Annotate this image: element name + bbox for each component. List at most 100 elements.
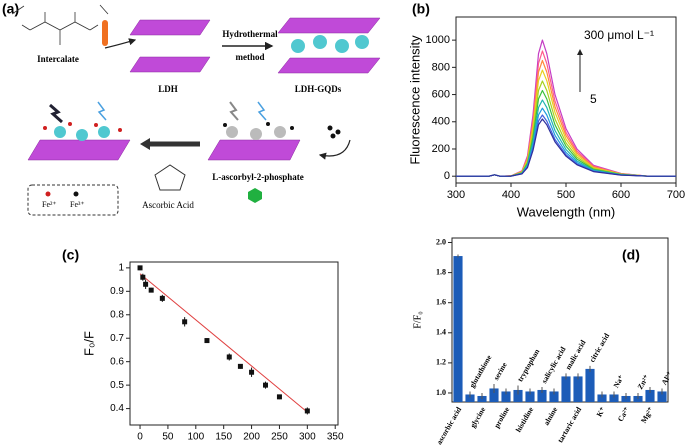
point [304,408,310,414]
bar [633,395,643,402]
label: LDH [158,84,178,94]
hexagon [248,188,262,203]
spectrum-line [456,69,676,177]
bar [477,395,487,402]
x-tick-label: K⁺ [595,405,608,418]
x-tick-label: glutathione [467,353,493,389]
bar [597,394,607,402]
dots [327,125,341,139]
annotation: 300 μmol L⁻¹ [584,28,654,42]
y-tick-label: 800 [432,61,450,73]
bar [465,394,475,402]
bar [621,395,631,402]
fe3-dot [73,191,79,197]
y-tick-label: 0.6 [110,356,124,367]
x-tick-label: serine [491,360,509,382]
x-tick-label: Al³⁺ [659,370,674,386]
x-tick-label: 50 [162,432,174,443]
y-axis-label: F₀/F [81,331,96,356]
x-tick-label: 200 [243,432,260,443]
y-axis-label: Fluorescence intensity [407,35,422,165]
molecule [11,4,109,45]
label: method [236,52,265,62]
lightning [229,101,239,121]
arrow [104,38,137,49]
x-tick-label: 100 [187,432,204,443]
y-tick-label: 0.4 [110,403,124,414]
bar [585,368,595,402]
y-tick-label: 1.0 [436,388,446,397]
point [143,281,149,287]
arrow-head [140,138,150,150]
bar [573,376,583,402]
x-tick-label: 600 [612,189,630,201]
bar [645,389,655,402]
point [263,382,269,388]
y-tick-label: 200 [432,143,450,155]
label: Ascorbic Acid [142,200,194,210]
y-tick-label: 400 [432,116,450,128]
lightning [257,101,267,121]
plot-frame [129,261,339,426]
point [249,369,255,375]
black-dots [223,122,294,130]
x-tick-label: malic acid [563,338,588,372]
point [204,338,210,344]
x-axis-label: Wavelength (nm) [517,204,616,219]
point [140,274,146,280]
point [226,354,232,360]
label: Hydrothermal [222,29,278,39]
point [148,287,154,293]
x-tick-label: proline [492,405,512,430]
point [276,394,282,400]
ldh-layers [129,17,381,74]
x-tick-label: 500 [557,189,575,201]
x-tick-label: 700 [667,189,685,201]
spectrum-line [456,50,676,177]
panel-label: (d) [622,247,640,263]
gray-dots [226,126,286,140]
x-tick-label: alnine [542,405,560,427]
bar [525,391,535,402]
y-tick-label: 1.6 [436,298,446,307]
panel-label: (c) [62,247,79,263]
bar [537,389,547,402]
y-tick-label: 0 [444,170,450,182]
bar [513,389,523,402]
x-tick-label: 300 [447,189,465,201]
x-tick-label: 250 [271,432,288,443]
x-tick-label: citric acid [587,331,611,364]
x-tick-label: 400 [502,189,520,201]
bar [453,256,463,402]
x-tick-label: 350 [327,432,344,443]
label: Fe³⁺ [70,200,85,209]
bar [609,394,619,402]
red-dots [43,122,122,132]
y-tick-label: 0.5 [110,380,124,391]
point [237,363,243,369]
y-tick-label: 0.7 [110,333,124,344]
x-tick-label: 150 [215,432,232,443]
y-axis-label: F/F₀ [412,311,423,329]
arrow [318,139,351,160]
bar [549,391,559,402]
point [137,265,143,271]
lightning [49,103,63,124]
x-tick-label: tryptophan [515,347,541,384]
point [182,319,188,325]
point [159,295,165,301]
label: Fe²⁺ [42,200,57,209]
bar [501,391,511,402]
bar [561,376,571,402]
x-tick-label: Zn²⁺ [635,373,651,391]
y-tick-label: 0.9 [110,286,124,297]
x-tick-label: 0 [137,432,143,443]
y-tick-label: 1.4 [436,328,446,337]
x-tick-label: histidine [514,405,536,434]
y-tick-label: 1.8 [436,267,446,276]
y-tick-label: 1000 [426,34,450,46]
fe2-dot [45,191,51,197]
x-tick-label: ascorbic acid [434,405,463,445]
x-tick-label: Ca²⁺ [616,405,632,423]
